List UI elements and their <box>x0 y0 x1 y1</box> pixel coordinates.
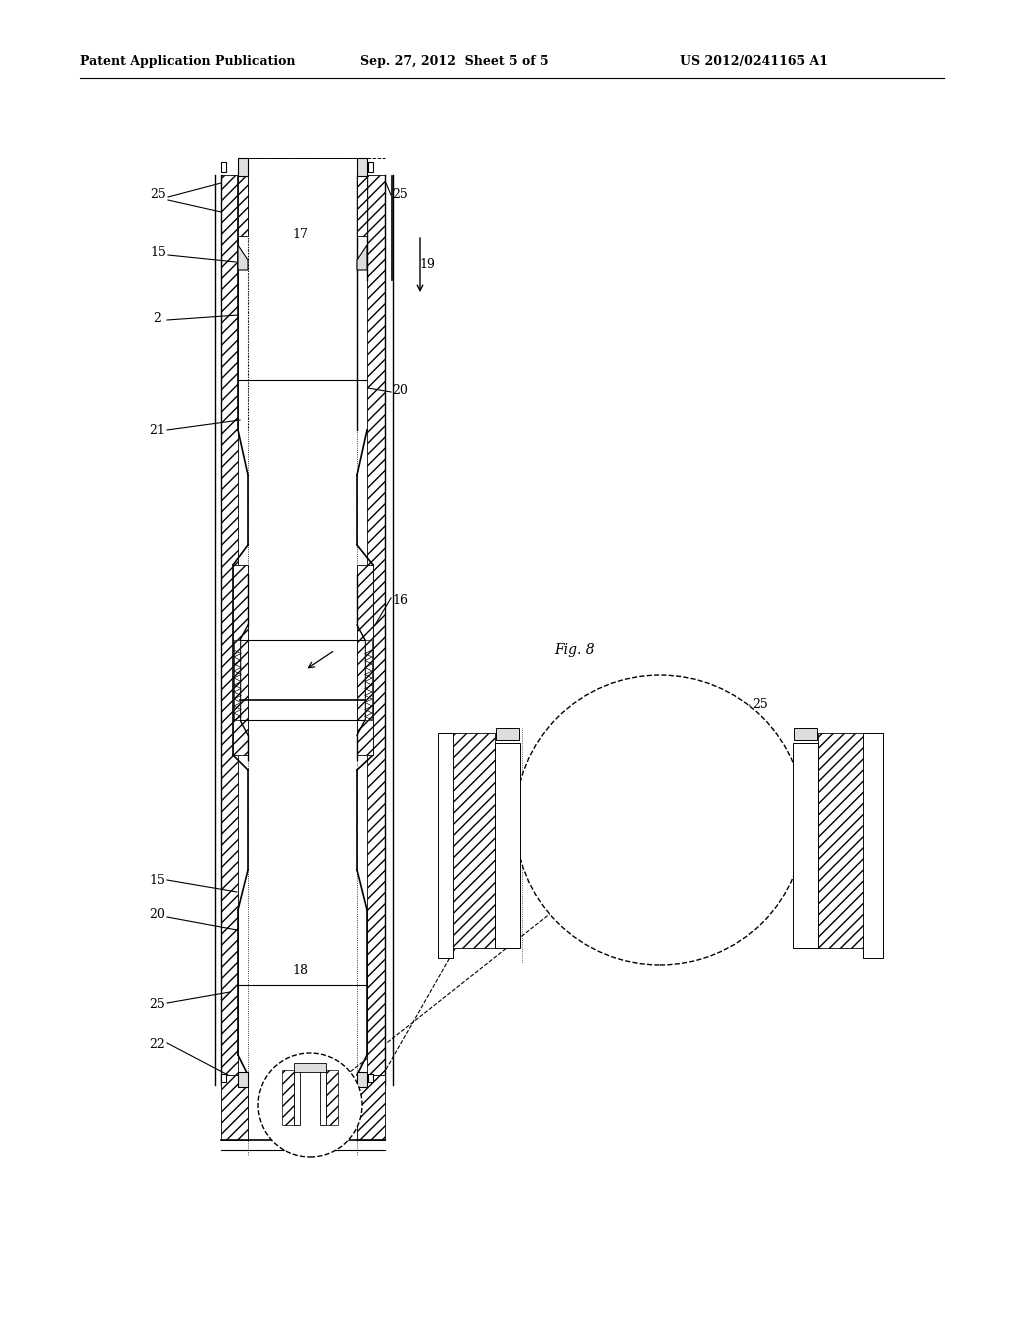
Bar <box>793 742 817 948</box>
Bar <box>357 1074 385 1140</box>
Text: 17: 17 <box>292 228 308 242</box>
Bar <box>495 742 520 948</box>
Text: 18: 18 <box>292 964 308 977</box>
Bar <box>496 729 519 741</box>
Polygon shape <box>357 246 367 271</box>
Bar <box>367 176 385 1074</box>
Bar <box>319 1071 326 1125</box>
Bar <box>238 158 248 176</box>
Text: 2: 2 <box>153 312 161 325</box>
Text: 22: 22 <box>150 1039 165 1052</box>
Text: 25: 25 <box>392 189 408 202</box>
Bar <box>357 1072 367 1086</box>
Bar <box>368 162 373 172</box>
Text: Patent Application Publication: Patent Application Publication <box>80 55 296 69</box>
Bar <box>326 1071 338 1125</box>
Text: 20: 20 <box>392 384 408 396</box>
Bar <box>862 733 883 957</box>
Bar <box>238 1072 248 1086</box>
Text: 25: 25 <box>752 698 768 711</box>
Text: 15: 15 <box>151 247 166 260</box>
Circle shape <box>258 1053 362 1158</box>
Text: 25: 25 <box>150 998 165 1011</box>
Bar <box>282 1071 294 1125</box>
Text: 23: 23 <box>767 763 783 776</box>
Bar <box>437 733 453 957</box>
Text: Fig. 8: Fig. 8 <box>555 643 595 657</box>
Bar <box>221 176 238 1074</box>
Text: Sep. 27, 2012  Sheet 5 of 5: Sep. 27, 2012 Sheet 5 of 5 <box>360 55 549 69</box>
Bar <box>453 733 495 948</box>
Text: 25: 25 <box>151 189 166 202</box>
Text: US 2012/0241165 A1: US 2012/0241165 A1 <box>680 55 828 69</box>
Bar <box>357 176 367 236</box>
Text: 24: 24 <box>762 813 778 826</box>
Text: 19: 19 <box>419 259 435 272</box>
Polygon shape <box>238 246 248 271</box>
Bar <box>221 1074 248 1140</box>
Text: 16: 16 <box>392 594 408 606</box>
Bar <box>365 640 372 719</box>
Bar <box>221 1074 226 1082</box>
Bar <box>221 162 226 172</box>
Text: 15: 15 <box>150 874 165 887</box>
Bar <box>817 733 862 948</box>
Text: 21: 21 <box>150 424 165 437</box>
Bar <box>357 158 367 176</box>
Text: 2: 2 <box>771 851 779 865</box>
Bar <box>294 1071 300 1125</box>
Circle shape <box>515 675 805 965</box>
Text: 22: 22 <box>760 729 776 742</box>
Text: 20: 20 <box>150 908 165 921</box>
Bar <box>357 565 373 755</box>
Bar <box>233 565 248 755</box>
Bar <box>238 176 248 236</box>
Bar <box>294 1063 326 1072</box>
Bar <box>794 729 816 741</box>
Bar <box>368 1074 373 1082</box>
Bar <box>234 640 240 719</box>
